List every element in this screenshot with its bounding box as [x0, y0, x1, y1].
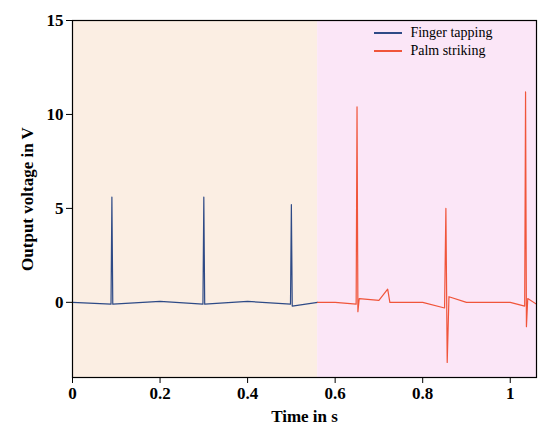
svg-text:0: 0	[68, 384, 77, 403]
html-text:Finger tapping: Finger tapping	[410, 25, 493, 40]
svg-text:1: 1	[506, 384, 515, 403]
svg-text:0: 0	[55, 293, 64, 312]
svg-text:15: 15	[47, 11, 64, 30]
svg-text:Time in s: Time in s	[271, 407, 338, 426]
svg-text:0.6: 0.6	[325, 384, 346, 403]
svg-text:Output voltage in V: Output voltage in V	[18, 126, 37, 270]
svg-text:0.8: 0.8	[412, 384, 433, 403]
html-text:Palm striking: Palm striking	[410, 43, 486, 58]
svg-text:5: 5	[55, 199, 64, 218]
svg-text:0.4: 0.4	[237, 384, 259, 403]
svg-text:0.2: 0.2	[149, 384, 170, 403]
svg-text:10: 10	[47, 105, 64, 124]
